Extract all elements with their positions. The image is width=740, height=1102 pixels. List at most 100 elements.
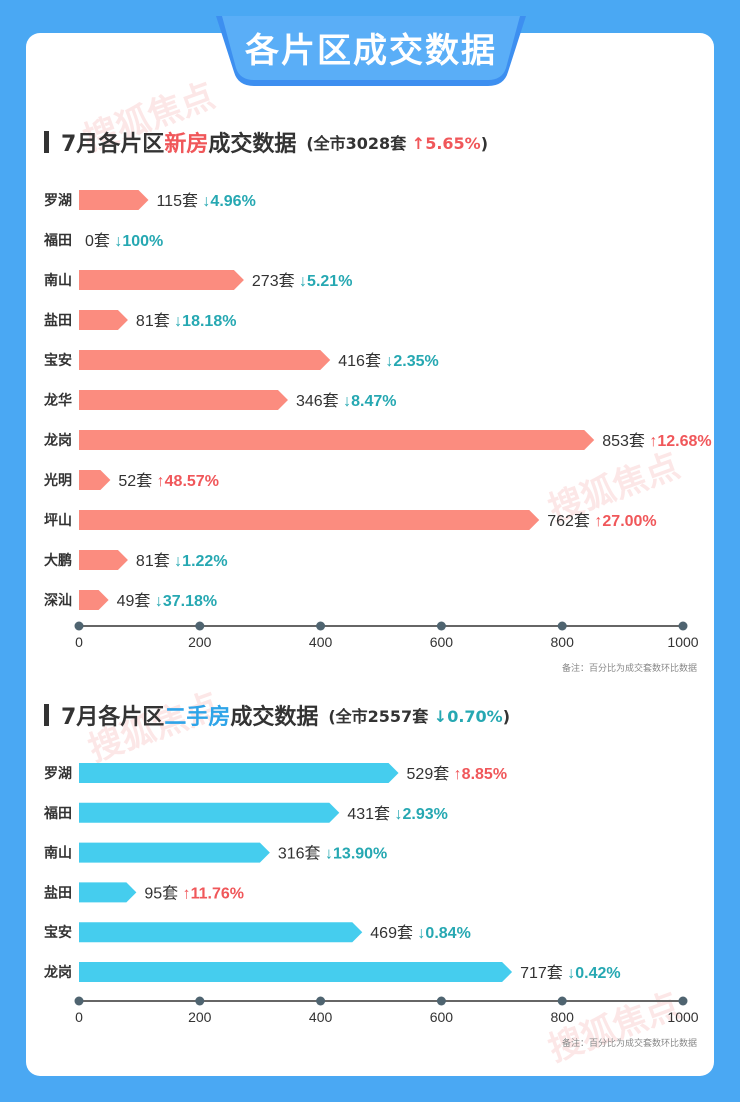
- bar: [79, 550, 128, 570]
- value-label: 95套 ↑11.76%: [144, 884, 244, 902]
- title-banner: 各片区成交数据: [216, 16, 526, 86]
- x-tick-label: 800: [551, 1009, 575, 1025]
- second-section-header: 7月各片区 二手房 成交数据 (全市2557套 ↓0.70%): [44, 698, 510, 732]
- category-label: 盐田: [44, 312, 72, 328]
- bar: [79, 763, 399, 783]
- value-label: 273套 ↓5.21%: [252, 272, 353, 290]
- category-label: 大鹏: [44, 552, 72, 568]
- category-label: 深汕: [44, 592, 72, 608]
- section-title-b: 成交数据: [230, 705, 319, 730]
- bar: [79, 962, 513, 982]
- bar: [79, 430, 595, 450]
- x-tick-label: 600: [430, 634, 454, 650]
- category-label: 盐田: [44, 884, 72, 900]
- value-label: 717套 ↓0.42%: [520, 964, 621, 982]
- value-label: 431套 ↓2.93%: [347, 805, 448, 823]
- category-label: 光明: [43, 472, 72, 488]
- section-title-a: 7月各片区: [61, 705, 165, 730]
- total-close: ): [502, 707, 511, 726]
- section-title-highlight: 新房: [164, 132, 209, 157]
- x-tick-dot: [74, 996, 84, 1006]
- x-tick-label: 400: [309, 1009, 333, 1025]
- up-arrow-icon: ↑: [411, 134, 426, 153]
- down-arrow-icon: ↓: [433, 707, 448, 726]
- category-label: 宝安: [44, 352, 72, 368]
- x-tick-label: 0: [75, 634, 83, 650]
- x-tick-dot: [436, 621, 446, 631]
- bar: [79, 510, 540, 530]
- section-marker: [44, 131, 49, 153]
- bar: [79, 922, 363, 943]
- x-tick-dot: [316, 996, 326, 1006]
- section-marker: [44, 704, 49, 726]
- category-label: 罗湖: [44, 765, 72, 781]
- value-label: 469套 ↓0.84%: [370, 924, 471, 942]
- x-tick-dot: [678, 996, 688, 1006]
- category-label: 宝安: [44, 924, 72, 940]
- value-label: 853套 ↑12.68%: [602, 432, 711, 450]
- category-label: 南山: [44, 272, 72, 288]
- total-label: (全市3028套: [306, 134, 407, 153]
- section-title-b: 成交数据: [208, 132, 297, 157]
- x-tick-label: 600: [430, 1009, 454, 1025]
- value-label: 81套 ↓1.22%: [136, 552, 228, 570]
- section-title-a: 7月各片区: [61, 132, 165, 157]
- category-label: 龙岗: [43, 432, 72, 448]
- bar: [79, 390, 288, 410]
- value-label: 0套 ↓100%: [85, 232, 163, 250]
- value-label: 416套 ↓2.35%: [338, 352, 439, 370]
- total-change: 5.65%: [425, 134, 481, 153]
- section-total: (全市2557套 ↓0.70%): [328, 703, 510, 727]
- category-label: 福田: [43, 805, 72, 821]
- value-label: 762套 ↑27.00%: [547, 512, 656, 530]
- value-label: 81套 ↓18.18%: [136, 312, 237, 330]
- section-total: (全市3028套 ↑5.65%): [306, 130, 488, 154]
- category-label: 龙岗: [43, 964, 72, 980]
- x-tick-label: 0: [75, 1009, 83, 1025]
- banner-title: 各片区成交数据: [245, 31, 497, 71]
- total-change: 0.70%: [447, 707, 503, 726]
- bar: [79, 590, 109, 610]
- x-tick-dot: [557, 621, 567, 631]
- x-tick-label: 400: [309, 634, 333, 650]
- value-label: 529套 ↑8.85%: [407, 765, 508, 783]
- category-label: 罗湖: [44, 192, 72, 208]
- value-label: 49套 ↓37.18%: [117, 592, 218, 610]
- value-label: 346套 ↓8.47%: [296, 392, 397, 410]
- banner-shape: [216, 16, 526, 86]
- x-tick-dot: [74, 621, 84, 631]
- x-tick-dot: [436, 996, 446, 1006]
- section-title-highlight: 二手房: [164, 705, 231, 730]
- x-tick-label: 1000: [667, 634, 698, 650]
- category-label: 坪山: [44, 512, 72, 528]
- new-section-header: 7月各片区 新房 成交数据 (全市3028套 ↑5.65%): [44, 125, 488, 159]
- bar: [79, 350, 331, 370]
- x-tick-dot: [316, 621, 326, 631]
- total-close: ): [480, 134, 489, 153]
- value-label: 52套 ↑48.57%: [118, 472, 219, 490]
- x-tick-dot: [678, 621, 688, 631]
- bar: [79, 802, 340, 823]
- bar: [79, 470, 111, 490]
- bar: [79, 310, 128, 330]
- total-label: (全市2557套: [328, 707, 429, 726]
- x-tick-label: 1000: [667, 1009, 698, 1025]
- category-label: 南山: [44, 845, 72, 861]
- x-tick-dot: [195, 621, 205, 631]
- chart-note: 备注：百分比为成交套数环比数据: [562, 664, 698, 674]
- x-tick-label: 200: [188, 1009, 212, 1025]
- chart-note: 备注：百分比为成交套数环比数据: [562, 1039, 698, 1049]
- value-label: 316套 ↓13.90%: [278, 845, 387, 863]
- x-tick-label: 200: [188, 634, 212, 650]
- bar: [79, 270, 244, 290]
- x-tick-dot: [557, 996, 567, 1006]
- category-label: 福田: [43, 232, 72, 248]
- category-label: 龙华: [43, 392, 72, 408]
- bar: [79, 190, 149, 210]
- x-tick-label: 800: [551, 634, 575, 650]
- value-label: 115套 ↓4.96%: [156, 192, 255, 210]
- bar: [79, 842, 270, 863]
- x-tick-dot: [195, 996, 205, 1006]
- bar: [79, 882, 137, 903]
